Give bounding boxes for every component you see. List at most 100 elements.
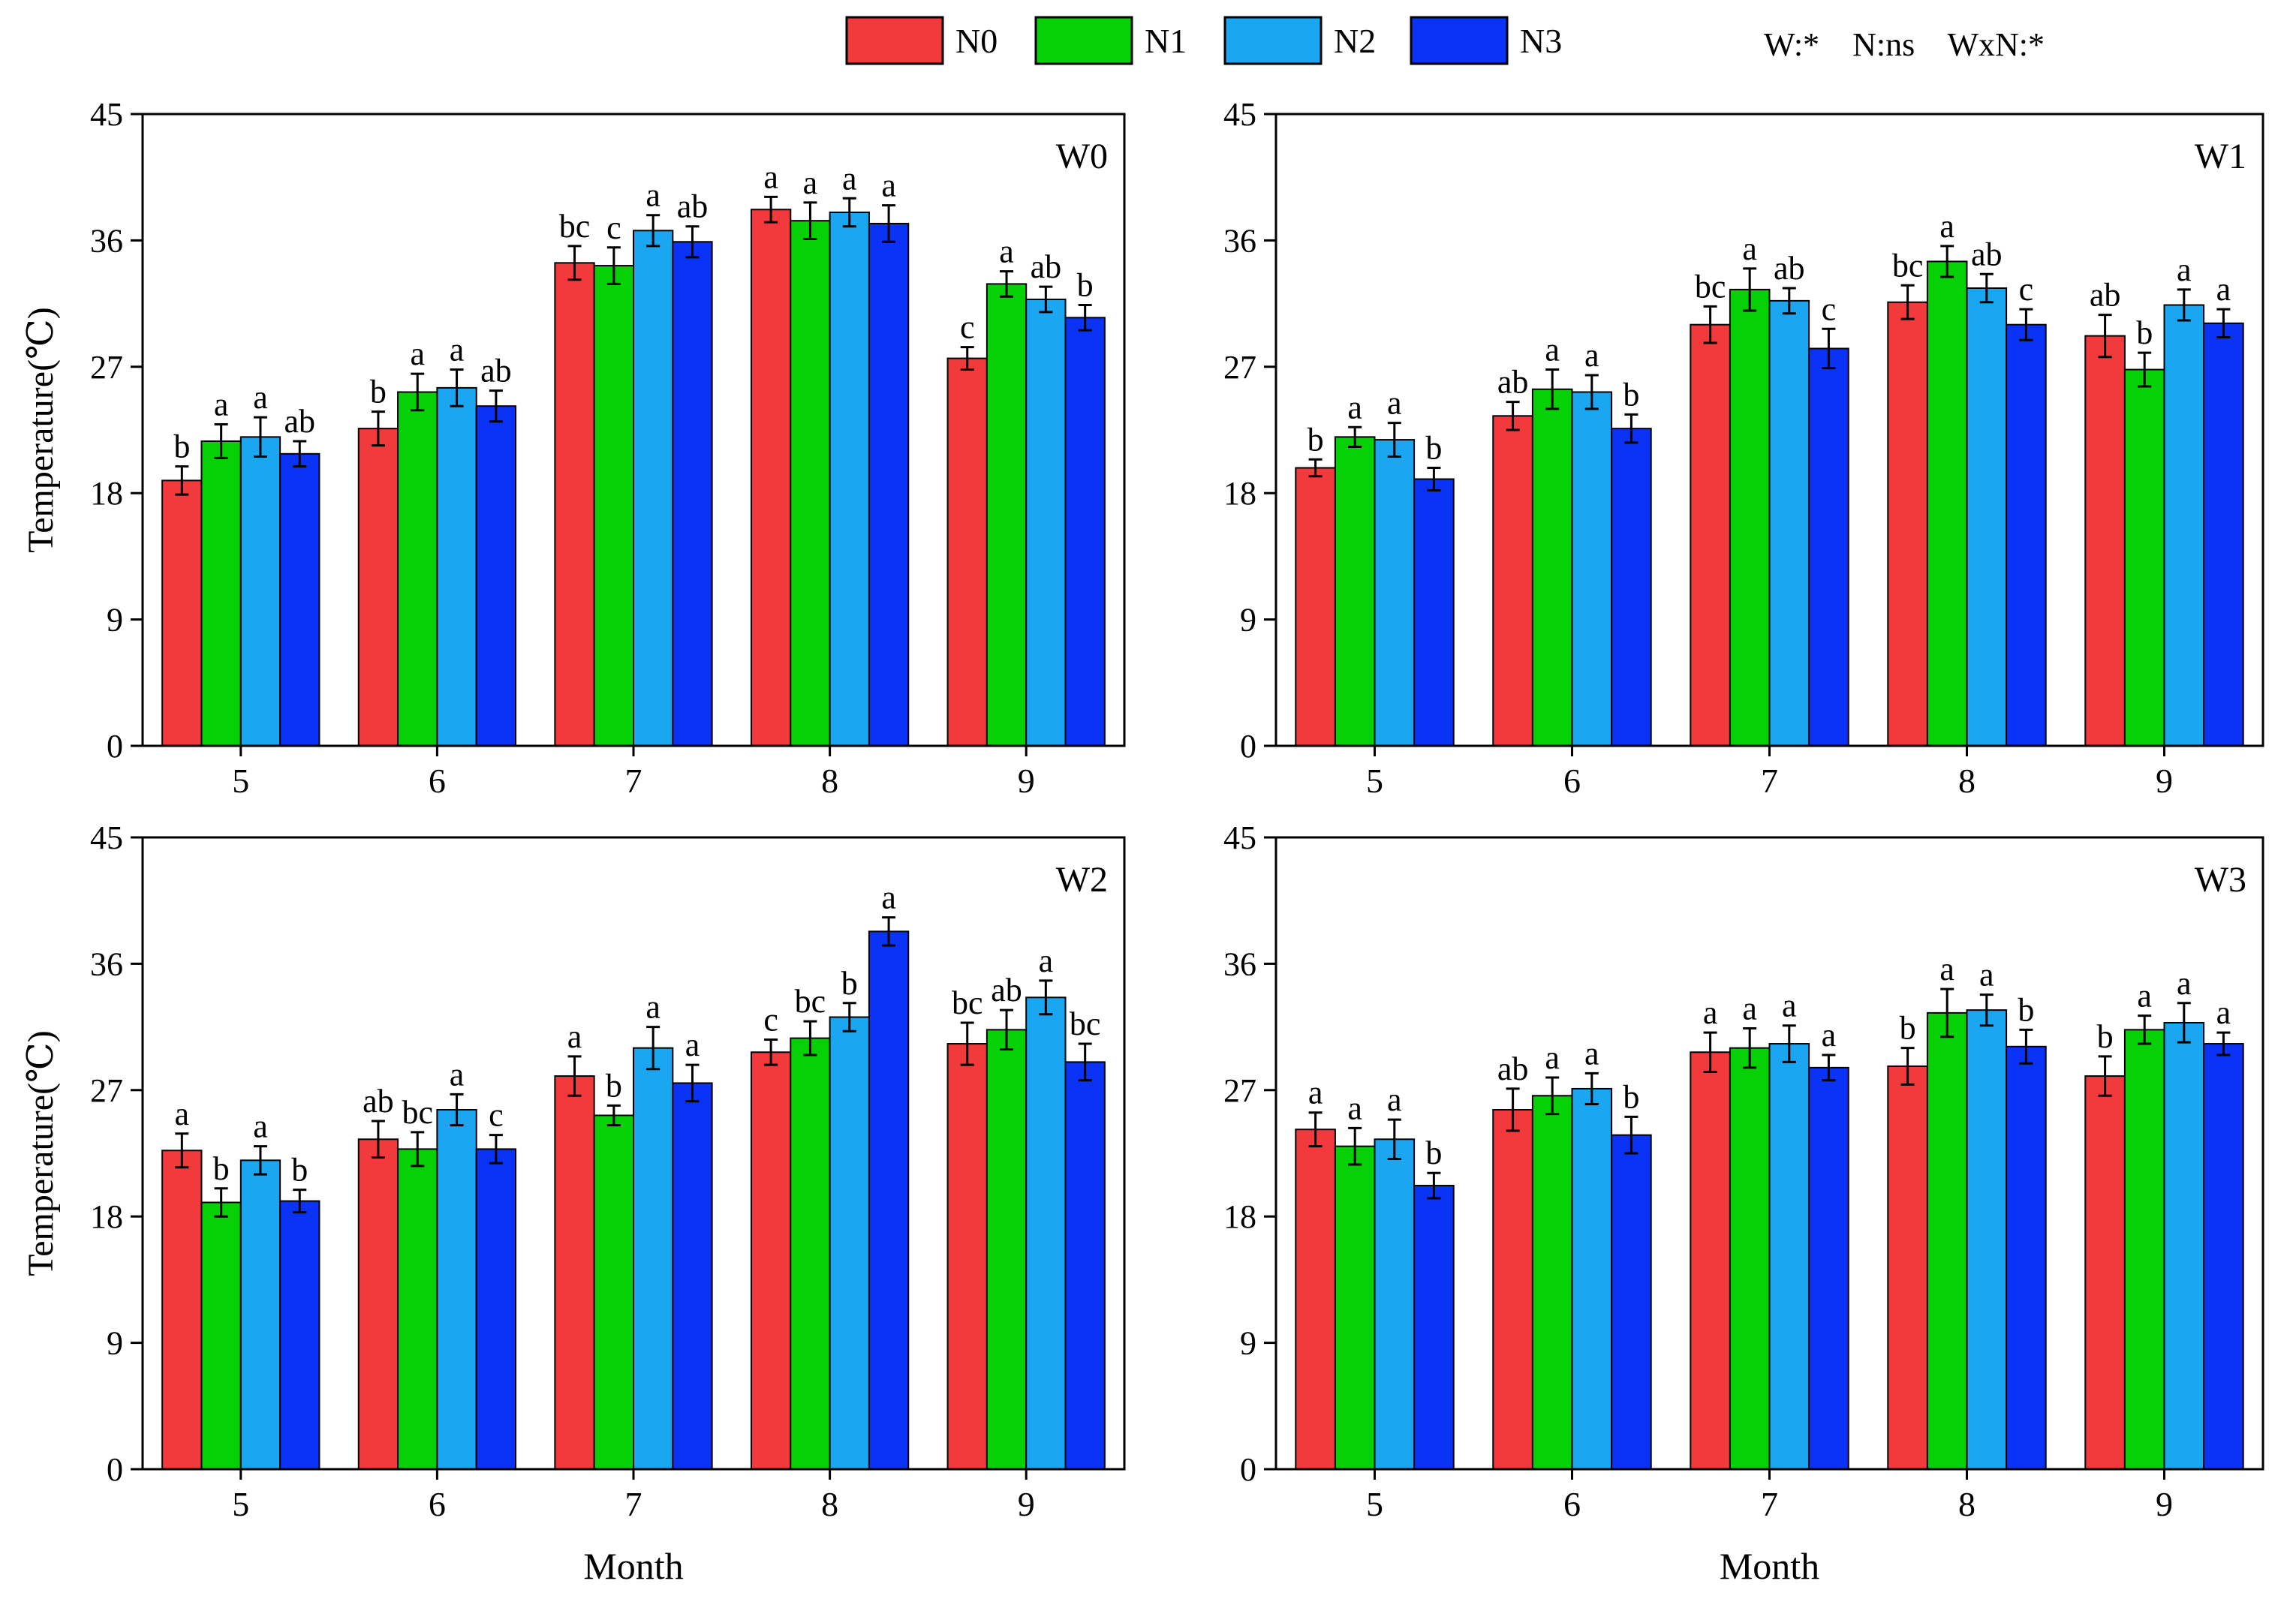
significance-letter: c bbox=[1822, 290, 1837, 327]
significance-letter: a bbox=[253, 1108, 268, 1145]
bar-n3-month-6 bbox=[475, 1148, 517, 1471]
bar-n2-month-9 bbox=[2163, 1021, 2205, 1470]
bar-n0-month-9 bbox=[2084, 335, 2126, 747]
bar-n1-month-7 bbox=[1729, 1047, 1771, 1470]
bar-n1-month-9 bbox=[2123, 368, 2165, 747]
panel-title: W0 bbox=[1056, 137, 1108, 176]
y-tick-label: 18 bbox=[90, 475, 123, 512]
y-tick-label: 18 bbox=[1223, 1198, 1256, 1235]
x-tick-label: 5 bbox=[232, 1485, 249, 1523]
significance-letter: a bbox=[410, 335, 425, 372]
bar-n1-month-7 bbox=[1729, 288, 1771, 747]
significance-letter: a bbox=[803, 164, 818, 201]
bar-n1-month-5 bbox=[1334, 436, 1376, 747]
y-axis-label: Temperature(℃) bbox=[21, 307, 61, 553]
bar-n1-month-5 bbox=[200, 1201, 242, 1470]
bar-n1-month-8 bbox=[790, 220, 831, 747]
bar-n3-month-8 bbox=[868, 222, 910, 747]
bar-n3-month-7 bbox=[672, 1082, 713, 1470]
plot-frame bbox=[141, 113, 1126, 747]
bar-n1-month-9 bbox=[2123, 1029, 2165, 1470]
bar-n2-month-9 bbox=[1025, 996, 1067, 1470]
x-tick-label: 9 bbox=[1018, 762, 1035, 800]
significance-letter: b bbox=[1425, 1135, 1442, 1171]
bar-n1-month-8 bbox=[1926, 260, 1968, 747]
bar-n2-month-7 bbox=[1768, 299, 1810, 747]
significance-letter: b bbox=[2018, 991, 2034, 1028]
x-axis-label: Month bbox=[583, 1545, 683, 1587]
significance-letter: c bbox=[763, 1001, 778, 1038]
bar-n3-month-7 bbox=[1808, 1066, 1849, 1470]
significance-letter: a bbox=[1308, 1075, 1323, 1111]
legend-label-n0: N0 bbox=[955, 22, 998, 60]
significance-letter: a bbox=[1039, 942, 1054, 979]
significance-letter: a bbox=[999, 233, 1014, 270]
x-tick-label: 9 bbox=[1018, 1485, 1035, 1523]
significance-letter: ab bbox=[991, 972, 1022, 1008]
significance-letter: bc bbox=[1070, 1005, 1101, 1042]
x-axis-label: Month bbox=[1720, 1545, 1819, 1587]
bar-n2-month-5 bbox=[239, 436, 281, 747]
bar-n2-month-6 bbox=[1571, 1087, 1613, 1470]
bar-n2-month-9 bbox=[1025, 298, 1067, 747]
y-axis-label: Temperature(℃) bbox=[21, 1030, 61, 1276]
y-tick-label: 45 bbox=[90, 96, 123, 133]
y-tick-label: 0 bbox=[107, 1451, 123, 1488]
significance-letter: b bbox=[2097, 1018, 2114, 1055]
significance-letter: a bbox=[2216, 271, 2231, 308]
x-tick-label: 5 bbox=[1366, 762, 1383, 800]
significance-letter: a bbox=[1387, 385, 1402, 422]
bar-n2-month-5 bbox=[1374, 439, 1416, 747]
bar-n3-month-9 bbox=[2203, 322, 2244, 747]
bar-n2-month-5 bbox=[1374, 1138, 1416, 1471]
significance-letter: a bbox=[1545, 332, 1560, 368]
significance-letter: bc bbox=[1695, 268, 1726, 305]
bar-n3-month-5 bbox=[1413, 478, 1455, 747]
bar-n1-month-6 bbox=[397, 1148, 438, 1471]
y-tick-label: 9 bbox=[1240, 1325, 1256, 1362]
y-tick-label: 45 bbox=[90, 819, 123, 856]
bar-n3-month-9 bbox=[2203, 1043, 2244, 1470]
bar-n3-month-9 bbox=[1064, 1061, 1106, 1470]
y-tick-label: 27 bbox=[1223, 349, 1256, 386]
significance-letter: a bbox=[1742, 230, 1757, 267]
bar-n2-month-7 bbox=[633, 230, 674, 747]
bar-n0-month-5 bbox=[1295, 1129, 1336, 1471]
significance-letter: a bbox=[1782, 987, 1797, 1024]
legend-swatch-n1 bbox=[1034, 16, 1133, 65]
x-tick-label: 7 bbox=[1761, 1485, 1778, 1523]
statistics-annotation: W:* N:ns WxN:* bbox=[1764, 26, 2045, 63]
plot-frame bbox=[1274, 113, 2264, 747]
y-tick-label: 27 bbox=[90, 1072, 123, 1109]
significance-letter: ab bbox=[2090, 277, 2121, 314]
significance-letter: a bbox=[214, 386, 229, 423]
bar-n1-month-6 bbox=[1531, 1095, 1573, 1470]
significance-letter: ab bbox=[1497, 364, 1529, 401]
legend-swatch-n2 bbox=[1223, 16, 1323, 65]
significance-letter: ab bbox=[1971, 236, 2003, 272]
significance-letter: a bbox=[881, 879, 896, 916]
y-tick-label: 9 bbox=[1240, 602, 1256, 639]
bar-n1-month-9 bbox=[986, 283, 1028, 747]
significance-letter: bc bbox=[1892, 247, 1924, 284]
significance-letter: a bbox=[1703, 994, 1718, 1031]
significance-letter: a bbox=[763, 158, 778, 195]
y-tick-label: 18 bbox=[1223, 475, 1256, 512]
bar-n0-month-9 bbox=[946, 357, 988, 747]
bar-n1-month-8 bbox=[1926, 1011, 1968, 1470]
significance-letter: b bbox=[1900, 1010, 1916, 1047]
panel-title: W1 bbox=[2195, 137, 2246, 176]
x-tick-label: 7 bbox=[625, 1485, 642, 1523]
bar-n0-month-6 bbox=[357, 428, 399, 747]
bar-n0-month-7 bbox=[554, 262, 595, 747]
significance-letter: ab bbox=[284, 403, 316, 440]
y-tick-label: 45 bbox=[1223, 96, 1256, 133]
bar-n2-month-6 bbox=[436, 386, 477, 747]
significance-letter: a bbox=[1347, 389, 1362, 425]
bar-n1-month-8 bbox=[790, 1037, 831, 1470]
bar-n3-month-8 bbox=[868, 930, 910, 1471]
bar-n3-month-8 bbox=[2006, 1045, 2047, 1470]
bar-n0-month-6 bbox=[1492, 1108, 1533, 1471]
